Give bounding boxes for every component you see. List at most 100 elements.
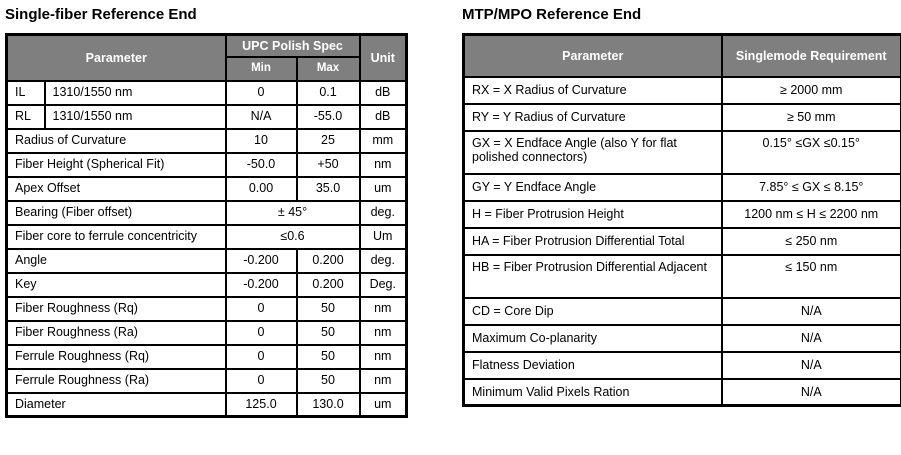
max-cell: 50 [295, 319, 361, 346]
table-row-max-coplanarity: Maximum Co-planarity N/A [462, 323, 901, 353]
min-cell: 0.00 [224, 175, 298, 202]
param-cell: 1310/1550 nm [43, 103, 227, 130]
param-cell: RY = Y Radius of Curvature [462, 102, 723, 132]
min-cell: 0 [224, 79, 298, 106]
unit-cell: um [358, 391, 408, 418]
column-header-parameter: Parameter [462, 33, 723, 78]
table-row-core-concentricity: Fiber core to ferrule concentricity ≤0.6… [5, 223, 408, 250]
param-cell: Fiber Roughness (Rq) [5, 295, 227, 322]
table-row-fiber-roughness-ra: Fiber Roughness (Ra) 0 50 nm [5, 319, 408, 346]
header-row-1: Parameter UPC Polish Spec Unit [5, 33, 408, 82]
column-header-spec-group: UPC Polish Spec [224, 33, 361, 58]
table-row-hb: HB = Fiber Protrusion Differential Adjac… [462, 253, 901, 299]
max-cell: 25 [295, 127, 361, 154]
merged-value-cell: ± 45° [224, 199, 361, 226]
max-cell: 130.0 [295, 391, 361, 418]
column-header-parameter: Parameter [5, 33, 227, 82]
table-row-ferrule-roughness-ra: Ferrule Roughness (Ra) 0 50 nm [5, 367, 408, 394]
single-fiber-table-title: Single-fiber Reference End [5, 6, 197, 23]
param-cell: Bearing (Fiber offset) [5, 199, 227, 226]
table-row-gy: GY = Y Endface Angle 7.85° ≤ GX ≤ 8.15° [462, 172, 901, 202]
table-row-rl: RL 1310/1550 nm N/A -55.0 dB [5, 103, 408, 130]
requirement-cell: 7.85° ≤ GX ≤ 8.15° [720, 172, 901, 202]
param-cell: Maximum Co-planarity [462, 323, 723, 353]
unit-cell: nm [358, 295, 408, 322]
table-row-ry: RY = Y Radius of Curvature ≥ 50 mm [462, 102, 901, 132]
max-cell: 0.200 [295, 247, 361, 274]
max-cell: 35.0 [295, 175, 361, 202]
unit-cell: nm [358, 343, 408, 370]
max-cell: +50 [295, 151, 361, 178]
column-header-unit: Unit [358, 33, 408, 82]
max-cell: 50 [295, 343, 361, 370]
unit-cell: nm [358, 367, 408, 394]
unit-cell: Um [358, 223, 408, 250]
requirement-cell: N/A [720, 296, 901, 326]
table-row-bearing: Bearing (Fiber offset) ± 45° deg. [5, 199, 408, 226]
unit-cell: mm [358, 127, 408, 154]
unit-cell: um [358, 175, 408, 202]
requirement-cell: ≥ 50 mm [720, 102, 901, 132]
param-cell: Flatness Deviation [462, 350, 723, 380]
merged-value-cell: ≤0.6 [224, 223, 361, 250]
requirement-cell: 0.15° ≤GX ≤0.15° [720, 129, 901, 175]
table-row-il: IL 1310/1550 nm 0 0.1 dB [5, 79, 408, 106]
requirement-cell: 1200 nm ≤ H ≤ 2200 nm [720, 199, 901, 229]
min-cell: -50.0 [224, 151, 298, 178]
table-row-fiber-height: Fiber Height (Spherical Fit) -50.0 +50 n… [5, 151, 408, 178]
min-cell: N/A [224, 103, 298, 130]
requirement-cell: ≤ 250 nm [720, 226, 901, 256]
mtp-mpo-table-title: MTP/MPO Reference End [462, 6, 642, 23]
unit-cell: nm [358, 319, 408, 346]
single-fiber-spec-table: Parameter UPC Polish Spec Unit Min Max I… [5, 33, 409, 418]
min-cell: 125.0 [224, 391, 298, 418]
param-cell: Apex Offset [5, 175, 227, 202]
param-cell: Diameter [5, 391, 227, 418]
min-cell: 10 [224, 127, 298, 154]
max-cell: 0.1 [295, 79, 361, 106]
param-cell: Radius of Curvature [5, 127, 227, 154]
param-cell: Ferrule Roughness (Rq) [5, 343, 227, 370]
table-row-radius-of-curvature: Radius of Curvature 10 25 mm [5, 127, 408, 154]
column-header-max: Max [295, 55, 361, 82]
min-cell: -0.200 [224, 271, 298, 298]
param-code-cell: IL [5, 79, 46, 106]
param-code-cell: RL [5, 103, 46, 130]
unit-cell: deg. [358, 247, 408, 274]
param-cell: H = Fiber Protrusion Height [462, 199, 723, 229]
min-cell: -0.200 [224, 247, 298, 274]
table-row-h: H = Fiber Protrusion Height 1200 nm ≤ H … [462, 199, 901, 229]
table-row-fiber-roughness-rq: Fiber Roughness (Rq) 0 50 nm [5, 295, 408, 322]
table-row-apex-offset: Apex Offset 0.00 35.0 um [5, 175, 408, 202]
table-row-key: Key -0.200 0.200 Deg. [5, 271, 408, 298]
table-row-diameter: Diameter 125.0 130.0 um [5, 391, 408, 418]
param-cell: GY = Y Endface Angle [462, 172, 723, 202]
min-cell: 0 [224, 343, 298, 370]
param-cell: CD = Core Dip [462, 296, 723, 326]
requirement-cell: N/A [720, 323, 901, 353]
param-cell: Fiber Roughness (Ra) [5, 319, 227, 346]
param-cell: GX = X Endface Angle (also Y for flat po… [462, 129, 723, 175]
table-row-gx: GX = X Endface Angle (also Y for flat po… [462, 129, 901, 175]
column-header-requirement: Singlemode Requirement [720, 33, 901, 78]
mtp-mpo-spec-table: Parameter Singlemode Requirement RX = X … [462, 33, 901, 407]
unit-cell: dB [358, 103, 408, 130]
unit-cell: nm [358, 151, 408, 178]
max-cell: -55.0 [295, 103, 361, 130]
table-row-rx: RX = X Radius of Curvature ≥ 2000 mm [462, 75, 901, 105]
max-cell: 50 [295, 367, 361, 394]
param-cell: HA = Fiber Protrusion Differential Total [462, 226, 723, 256]
requirement-cell: ≤ 150 nm [720, 253, 901, 299]
min-cell: 0 [224, 367, 298, 394]
param-cell: 1310/1550 nm [43, 79, 227, 106]
table-row-ha: HA = Fiber Protrusion Differential Total… [462, 226, 901, 256]
param-cell: Fiber Height (Spherical Fit) [5, 151, 227, 178]
header-row: Parameter Singlemode Requirement [462, 33, 901, 78]
param-cell: Key [5, 271, 227, 298]
requirement-cell: N/A [720, 377, 901, 407]
table-row-min-valid-pixels: Minimum Valid Pixels Ration N/A [462, 377, 901, 407]
param-cell: Fiber core to ferrule concentricity [5, 223, 227, 250]
table-row-flatness-deviation: Flatness Deviation N/A [462, 350, 901, 380]
header-row-2: Min Max [7, 55, 407, 82]
